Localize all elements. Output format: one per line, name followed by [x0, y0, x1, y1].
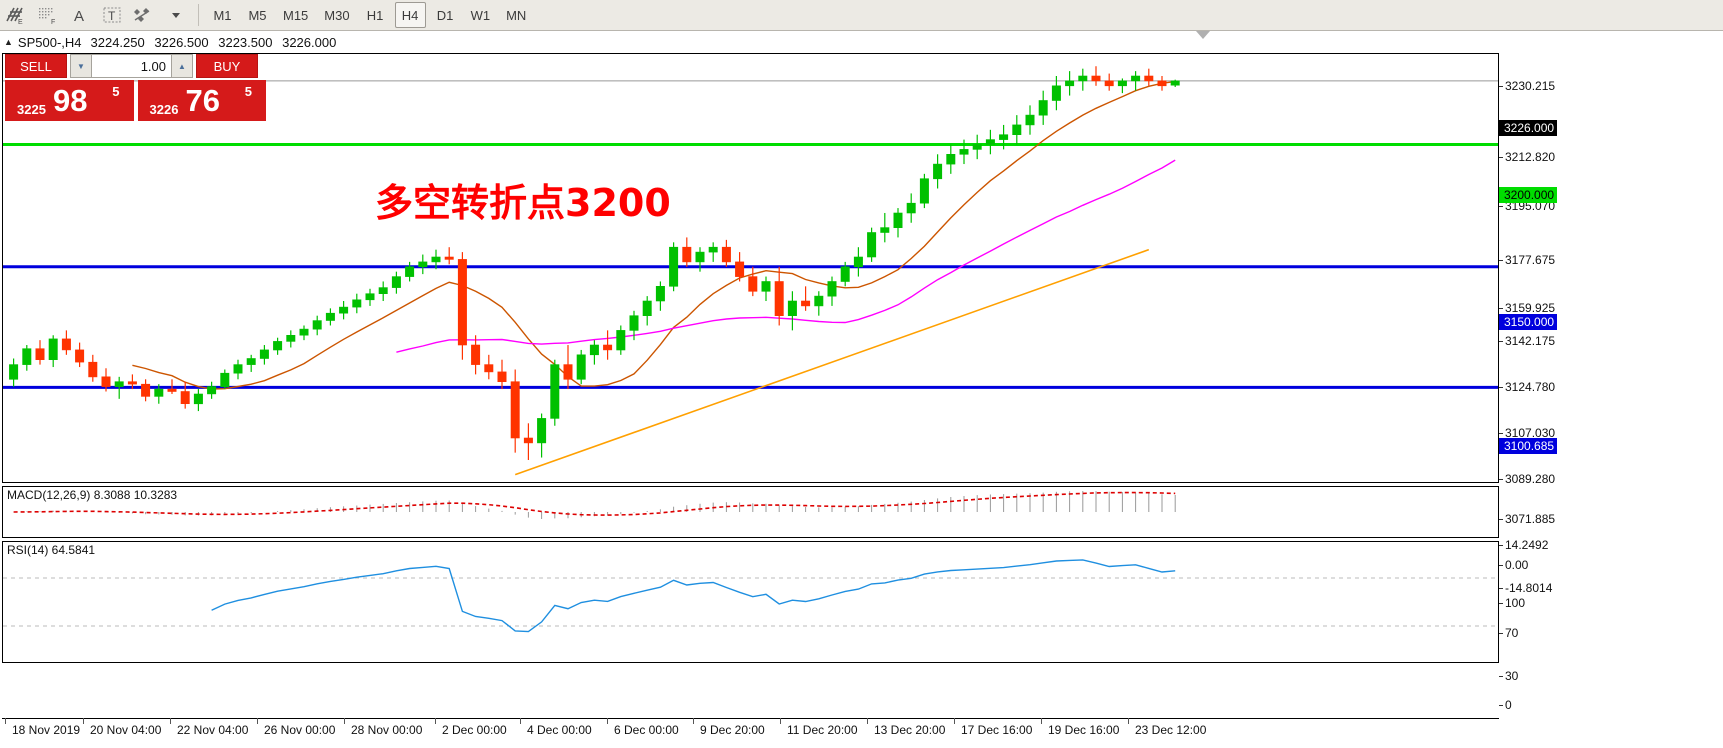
sell-price-fraction: 5 — [112, 84, 120, 99]
timeframe-d1[interactable]: D1 — [436, 7, 454, 23]
buy-price-fraction: 5 — [244, 84, 252, 99]
ohlc-low: 3223.500 — [218, 34, 273, 50]
macd-tick-2: -14.8014 — [1498, 581, 1553, 595]
time-label-1: 20 Nov 04:00 — [82, 718, 162, 737]
rsi-tick-2: 30 — [1498, 669, 1519, 683]
buy-price-box[interactable]: 3226 76 5 — [137, 80, 266, 121]
chart-scroll-marker-icon — [1196, 31, 1210, 39]
time-axis[interactable]: 18 Nov 2019 20 Nov 04:00 22 Nov 04:00 26 No… — [2, 718, 1499, 742]
price-tick-3: 3177.675 — [1498, 253, 1556, 267]
rsi-label: RSI(14) 64.5841 — [7, 543, 96, 557]
macd-label: MACD(12,26,9) 8.3088 10.3283 — [7, 488, 178, 502]
rsi-tick-1: 70 — [1498, 626, 1519, 640]
volume-dropdown-icon[interactable]: ▼ — [70, 54, 92, 78]
volume-input[interactable]: 1.00 — [92, 54, 171, 78]
price-tick-4: 3159.925 — [1498, 301, 1556, 315]
price-badge-2: 3150.000 — [1499, 314, 1558, 330]
svg-text:F: F — [51, 19, 55, 25]
price-tick-0: 3230.215 — [1498, 79, 1556, 93]
ohlc-high: 3226.500 — [154, 34, 209, 50]
svg-text:E: E — [18, 19, 23, 25]
price-tick-5: 3142.175 — [1498, 334, 1556, 348]
svg-text:A: A — [74, 8, 84, 25]
time-label-12: 19 Dec 16:00 — [1040, 718, 1120, 737]
main-toolbar: E F A — [0, 0, 1723, 31]
volume-stepper-up-icon[interactable]: ▲ — [171, 54, 193, 78]
macd-plot — [13, 491, 1176, 519]
sell-button[interactable]: SELL — [5, 54, 67, 78]
timeframe-m1[interactable]: M1 — [213, 7, 232, 23]
price-badge-0: 3226.000 — [1499, 120, 1558, 136]
timeframe-mn[interactable]: MN — [506, 7, 527, 23]
sell-price-main: 98 — [53, 83, 88, 118]
rsi-plot — [3, 559, 1498, 633]
price-badge-3: 3100.685 — [1499, 438, 1558, 454]
rsi-tick-0: 100 — [1498, 596, 1526, 610]
sell-price-box[interactable]: 3225 98 5 — [5, 80, 134, 121]
time-label-11: 17 Dec 16:00 — [953, 718, 1033, 737]
sell-price-prefix: 3225 — [17, 102, 46, 117]
buy-button[interactable]: BUY — [196, 54, 258, 78]
price-tick-7: 3107.030 — [1498, 426, 1556, 440]
time-label-0: 18 Nov 2019 — [4, 718, 81, 737]
one-click-trading-panel[interactable]: SELL ▼ 1.00 ▲ BUY 3225 98 5 3226 76 5 — [5, 54, 270, 121]
svg-text:T: T — [108, 9, 116, 23]
timeframe-m30[interactable]: M30 — [324, 7, 350, 23]
price-tick-9: 3071.885 — [1498, 512, 1556, 526]
objects-icon[interactable] — [128, 1, 160, 29]
time-label-7: 6 Dec 00:00 — [607, 718, 679, 737]
ohlc-open: 3224.250 — [90, 34, 145, 50]
chart-annotation-text[interactable]: 多空转折点3200 — [375, 181, 671, 225]
ohlc-close: 3226.000 — [282, 34, 337, 50]
timeframe-h4[interactable]: H4 — [394, 2, 426, 28]
time-label-3: 26 Nov 00:00 — [256, 718, 336, 737]
buy-price-main: 76 — [185, 83, 220, 118]
price-tick-8: 3089.280 — [1498, 472, 1556, 486]
symbol-ohlc-bar: ▲ SP500-,H4 3224.250 3226.500 3223.500 3… — [0, 31, 1723, 53]
time-label-4: 28 Nov 00:00 — [343, 718, 423, 737]
macd-tick-1: 0.00 — [1498, 558, 1529, 572]
price-tick-1: 3212.820 — [1498, 150, 1556, 164]
toolbar-divider — [198, 4, 199, 26]
macd-tick-0: 14.2492 — [1498, 538, 1549, 552]
price-scale[interactable]: 3230.215 3212.820 3195.070 3177.675 3159.925… — [1498, 53, 1723, 712]
price-badge-1: 3200.000 — [1499, 187, 1558, 203]
text-icon[interactable]: A — [64, 1, 96, 29]
rsi-pane[interactable]: RSI(14) 64.5841 — [2, 541, 1499, 663]
chevron-down-icon[interactable] — [160, 1, 192, 29]
price-tick-6: 3124.780 — [1498, 380, 1556, 394]
macd-pane[interactable]: MACD(12,26,9) 8.3088 10.3283 — [2, 486, 1499, 538]
timeframe-h1[interactable]: H1 — [366, 7, 384, 23]
symbol-label: SP500-,H4 — [17, 34, 82, 50]
time-label-13: 23 Dec 12:00 — [1127, 718, 1207, 737]
time-label-2: 22 Nov 04:00 — [169, 718, 249, 737]
timeframe-m15[interactable]: M15 — [283, 7, 309, 23]
timeframe-m5[interactable]: M5 — [248, 7, 267, 23]
grid-icon[interactable]: F — [32, 1, 64, 29]
time-label-5: 2 Dec 00:00 — [435, 718, 507, 737]
buy-price-prefix: 3226 — [149, 102, 179, 117]
rsi-tick-3: 0 — [1499, 698, 1512, 712]
timeframe-w1[interactable]: W1 — [470, 7, 491, 23]
chart-area: MACD(12,26,9) 8.3088 10.3283 RSI(14) 64.… — [0, 53, 1723, 748]
candlestick-plot — [3, 66, 1498, 476]
text-label-icon[interactable]: T — [96, 1, 128, 29]
price-pane[interactable] — [2, 53, 1499, 483]
time-label-8: 9 Dec 20:00 — [693, 718, 765, 737]
indicators-icon[interactable]: E — [0, 1, 32, 29]
time-label-6: 4 Dec 00:00 — [520, 718, 592, 737]
time-label-10: 13 Dec 20:00 — [866, 718, 946, 737]
collapse-triangle-icon[interactable]: ▲ — [4, 37, 13, 47]
time-label-9: 11 Dec 20:00 — [780, 718, 858, 737]
